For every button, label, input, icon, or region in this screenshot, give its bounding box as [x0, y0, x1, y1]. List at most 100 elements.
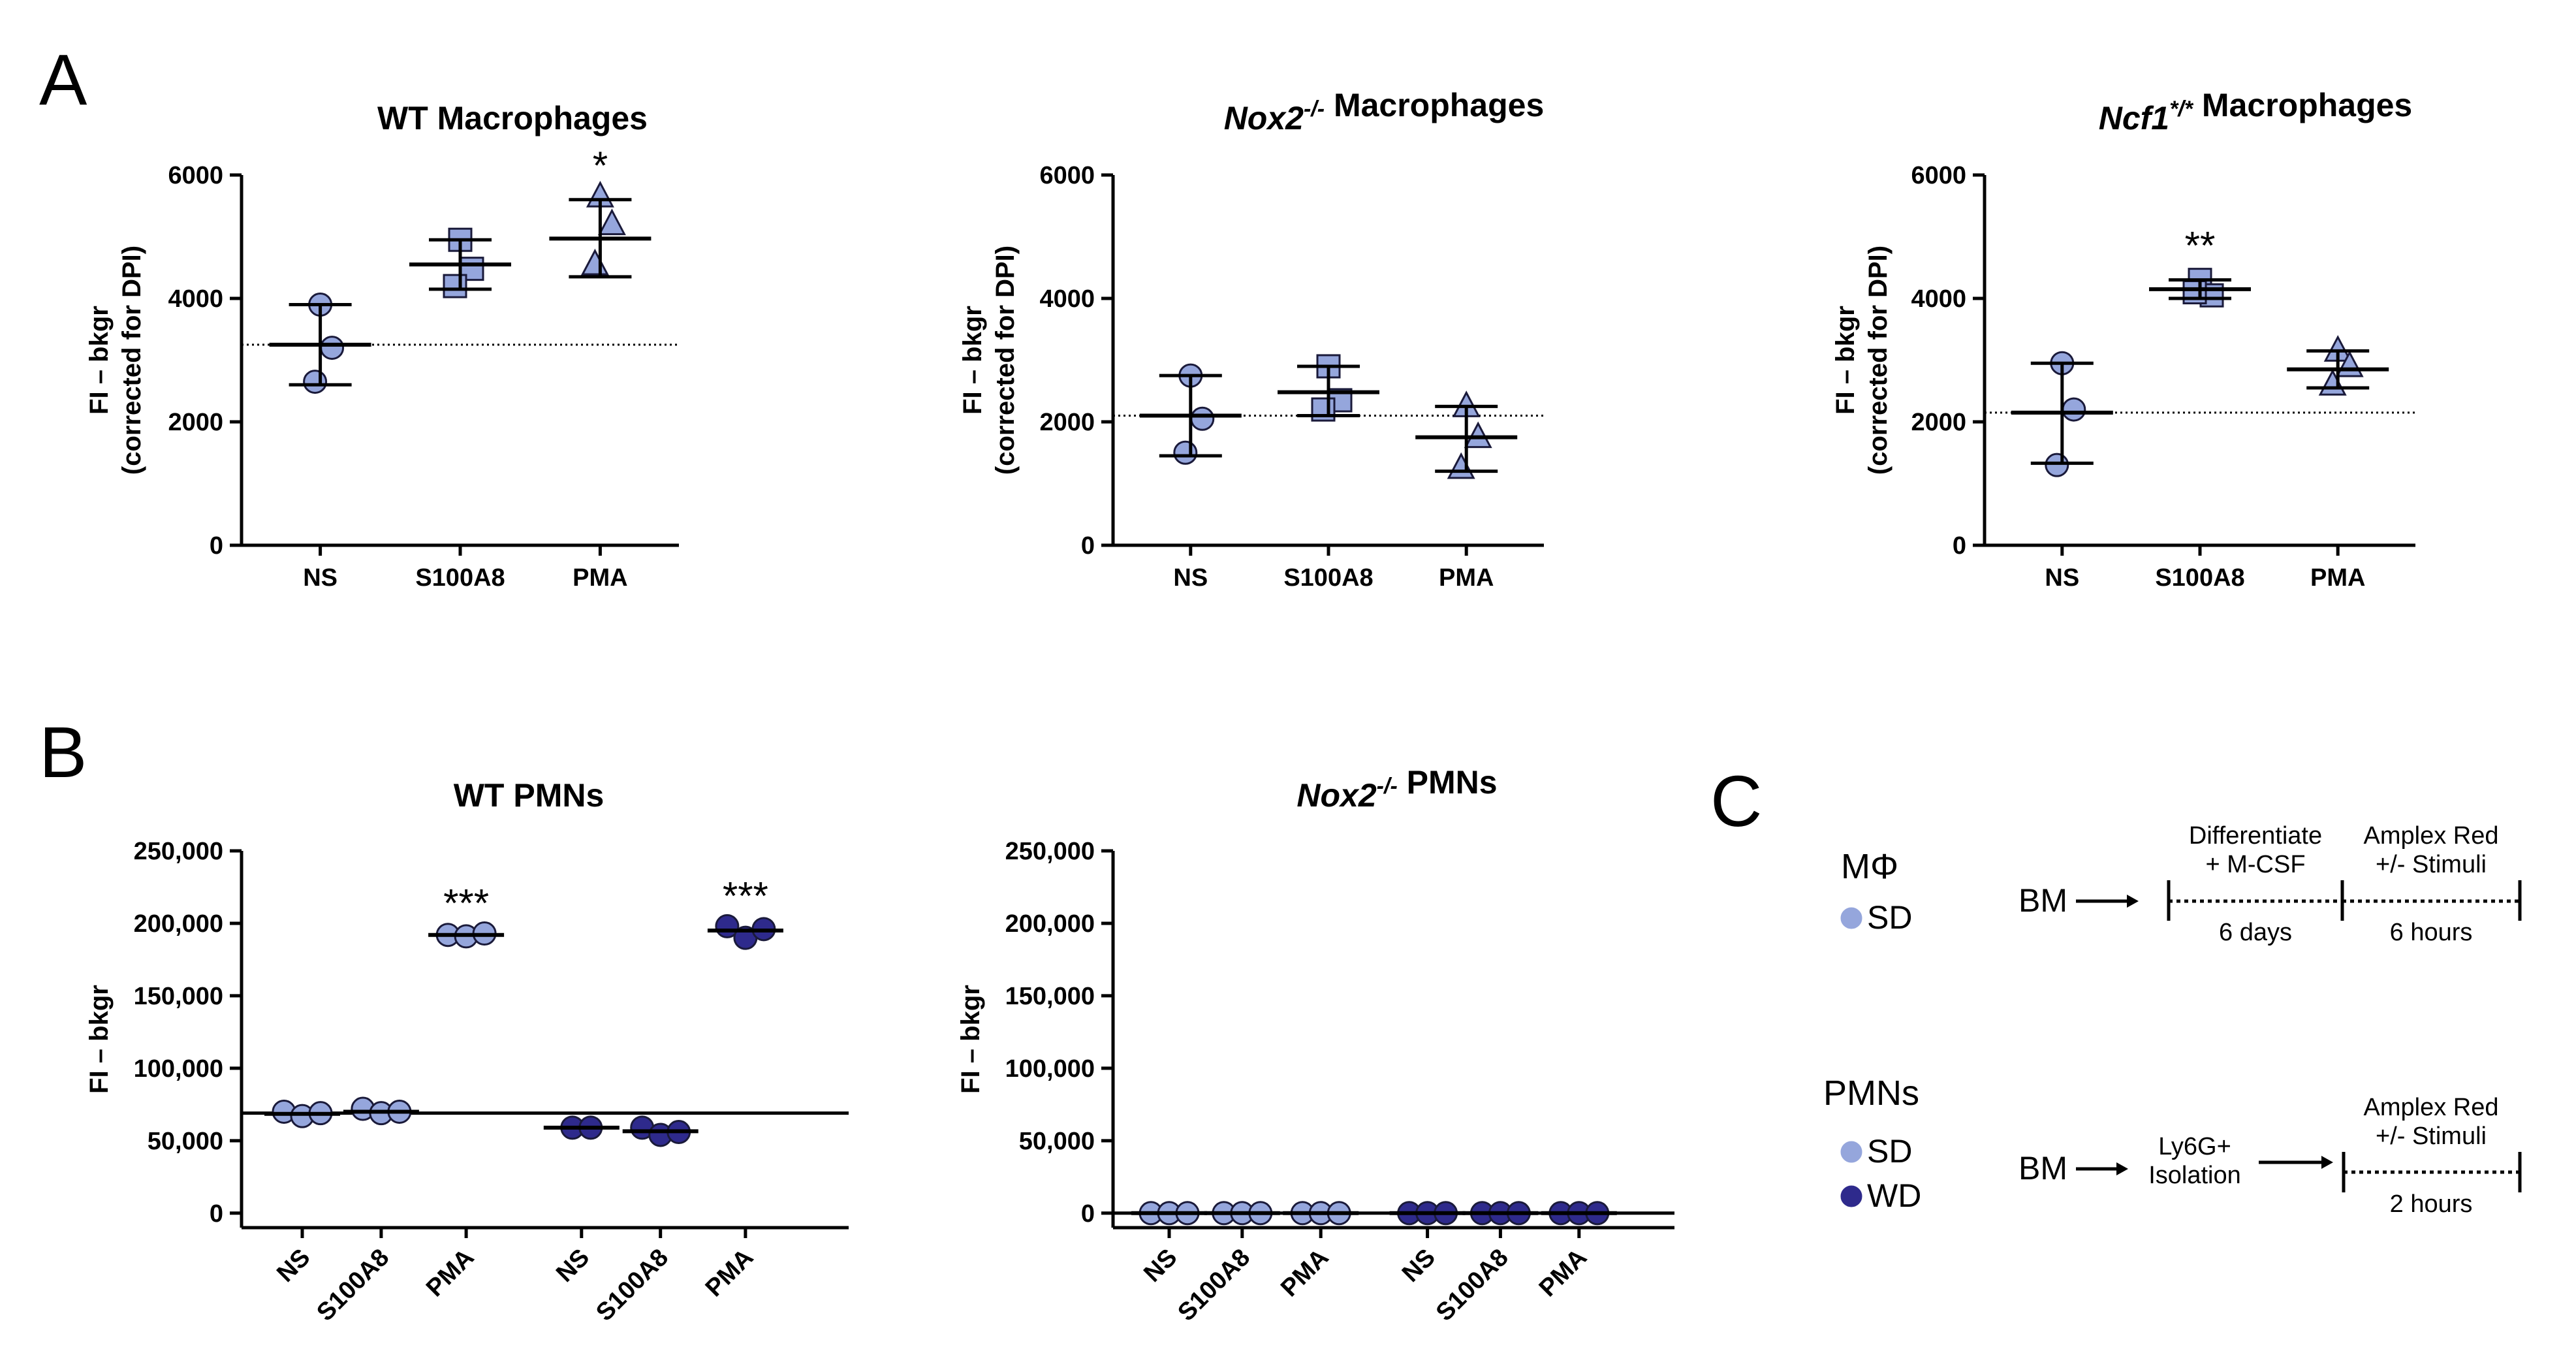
data-point [1173, 440, 1198, 465]
y-tick-label: 100,000 [134, 1055, 223, 1083]
y-tick-label: 200,000 [1005, 910, 1095, 938]
x-tick-label: PMA [1534, 1244, 1592, 1302]
y-axis-label: FI – bkgr [85, 306, 114, 415]
y-tick-label: 4000 [1911, 285, 1966, 313]
legend-pmn-sd-label: SD [1867, 1133, 1912, 1170]
y-tick-label: 100,000 [1005, 1055, 1095, 1083]
x-tick-label: NS [272, 1244, 315, 1288]
x-tick-label: S100A8 [1283, 564, 1373, 592]
y-tick-label: 6000 [168, 162, 223, 189]
y-tick-label: 4000 [1039, 285, 1095, 313]
panel-label-a: A [39, 40, 87, 120]
chart-title-part: WT PMNs [454, 777, 605, 814]
chart-title: WT Macrophages [377, 100, 648, 136]
legend-sd-marker [1840, 907, 1862, 929]
x-tick-label: NS [2045, 564, 2079, 592]
significance-marker: *** [723, 874, 768, 917]
y-tick-label: 2000 [1911, 409, 1966, 436]
y-tick-label: 0 [210, 532, 223, 560]
pmn-isolation-1: Ly6G+ [2158, 1133, 2231, 1160]
x-tick-label: NS [551, 1244, 595, 1288]
y-tick-label: 0 [1081, 532, 1095, 560]
data-point [1190, 406, 1215, 431]
y-tick-label: 2000 [1039, 409, 1095, 436]
mphi-step2-bottom: 6 hours [2390, 919, 2473, 946]
x-tick-label: S100A8 [415, 564, 505, 592]
mphi-step1-top-1: Differentiate [2189, 822, 2322, 850]
chart-title-part: Macrophages [2193, 87, 2412, 123]
y-axis-label: (corrected for DPI) [1864, 246, 1893, 475]
y-tick-label: 50,000 [148, 1128, 223, 1155]
data-point [2062, 397, 2086, 422]
chart-title: WT PMNs [454, 777, 605, 814]
pmn-arrow-1-head [2116, 1162, 2128, 1175]
legend-sd-label: SD [1867, 899, 1912, 936]
y-tick-label: 0 [1081, 1200, 1095, 1228]
chart-nox2-macrophages: Nox2-/- Macrophages FI – bkgr (corrected f… [958, 87, 1544, 592]
chart-nox2-pmns: Nox2-/- PMNs FI – bkgr 0 50,000 100,000 150,0… [956, 764, 1674, 1326]
legend-wd-label: WD [1867, 1177, 1921, 1214]
y-axis-label: FI – bkgr [956, 985, 985, 1094]
x-tick-label: NS [1397, 1244, 1441, 1288]
significance-marker: * [593, 144, 608, 187]
chart-title-part: Nox2 [1224, 100, 1304, 136]
x-tick-label: S100A8 [1172, 1244, 1255, 1327]
pmn-step-top-2: +/- Stimuli [2376, 1123, 2487, 1150]
panel-label-c: C [1710, 761, 1762, 842]
mphi-arrow-head [2127, 895, 2139, 908]
pmn-isolation-2: Isolation [2148, 1162, 2241, 1189]
legend-wd-marker [1840, 1185, 1862, 1207]
mphi-step1-top-2: + M-CSF [2205, 851, 2305, 878]
chart-title-superscript: */* [2169, 97, 2194, 121]
chart-title: Nox2-/- PMNs [1296, 764, 1497, 814]
pmn-arrow-2-head [2321, 1156, 2333, 1169]
data-point [443, 274, 467, 298]
y-axis-label: FI – bkgr [85, 985, 114, 1094]
data-point [320, 336, 345, 360]
mphi-step2-top-2: +/- Stimuli [2376, 851, 2487, 878]
chart-title: Ncf1*/* Macrophages [2099, 87, 2413, 136]
mphi-step1-bottom: 6 days [2219, 919, 2292, 946]
mphi-bm-label: BM [2018, 882, 2067, 919]
x-tick-label: PMA [2310, 564, 2365, 592]
x-tick-label: S100A8 [2155, 564, 2244, 592]
x-tick-label: NS [1173, 564, 1208, 592]
y-tick-label: 0 [1953, 532, 1966, 560]
y-tick-label: 6000 [1039, 162, 1095, 189]
y-axis-label: FI – bkgr [1831, 306, 1860, 415]
chart-title-superscript: -/- [1304, 97, 1325, 121]
y-axis-label: (corrected for DPI) [991, 246, 1020, 475]
chart-wt-macrophages: WT Macrophages FI – bkgr (corrected for DP… [85, 100, 679, 592]
mphi-step2-top-1: Amplex Red [2364, 822, 2499, 850]
x-tick-label: S100A8 [591, 1244, 674, 1327]
data-point [303, 370, 328, 394]
pmn-bm-label: BM [2018, 1150, 2067, 1187]
y-tick-label: 50,000 [1019, 1128, 1095, 1155]
chart-title-part: Ncf1 [2099, 100, 2169, 136]
mphi-title: MΦ [1841, 847, 1898, 886]
x-tick-label: PMA [1439, 564, 1494, 592]
x-tick-label: NS [1139, 1244, 1182, 1288]
chart-title-part: Macrophages [1325, 87, 1544, 123]
x-tick-label: NS [303, 564, 338, 592]
data-point [597, 208, 626, 236]
y-tick-label: 2000 [168, 409, 223, 436]
x-tick-label: PMA [700, 1244, 759, 1302]
data-point [2045, 453, 2069, 477]
significance-marker: *** [443, 881, 489, 925]
y-tick-label: 0 [210, 1200, 223, 1228]
data-point [580, 248, 609, 276]
chart-title-part: Nox2 [1296, 777, 1376, 814]
pmn-title: PMNs [1823, 1074, 1919, 1113]
x-tick-label: S100A8 [311, 1244, 394, 1327]
x-tick-label: PMA [573, 564, 627, 592]
panel-c-schematic: MΦ SD BM Differentiate + M-CSF 6 days Am… [1823, 822, 2522, 1218]
pmn-step-top-1: Amplex Red [2364, 1094, 2499, 1121]
y-tick-label: 250,000 [134, 838, 223, 865]
x-tick-label: S100A8 [1431, 1244, 1514, 1327]
chart-title: Nox2-/- Macrophages [1224, 87, 1545, 136]
y-tick-label: 150,000 [1005, 983, 1095, 1010]
chart-title-superscript: -/- [1377, 774, 1398, 799]
y-tick-label: 150,000 [134, 983, 223, 1010]
